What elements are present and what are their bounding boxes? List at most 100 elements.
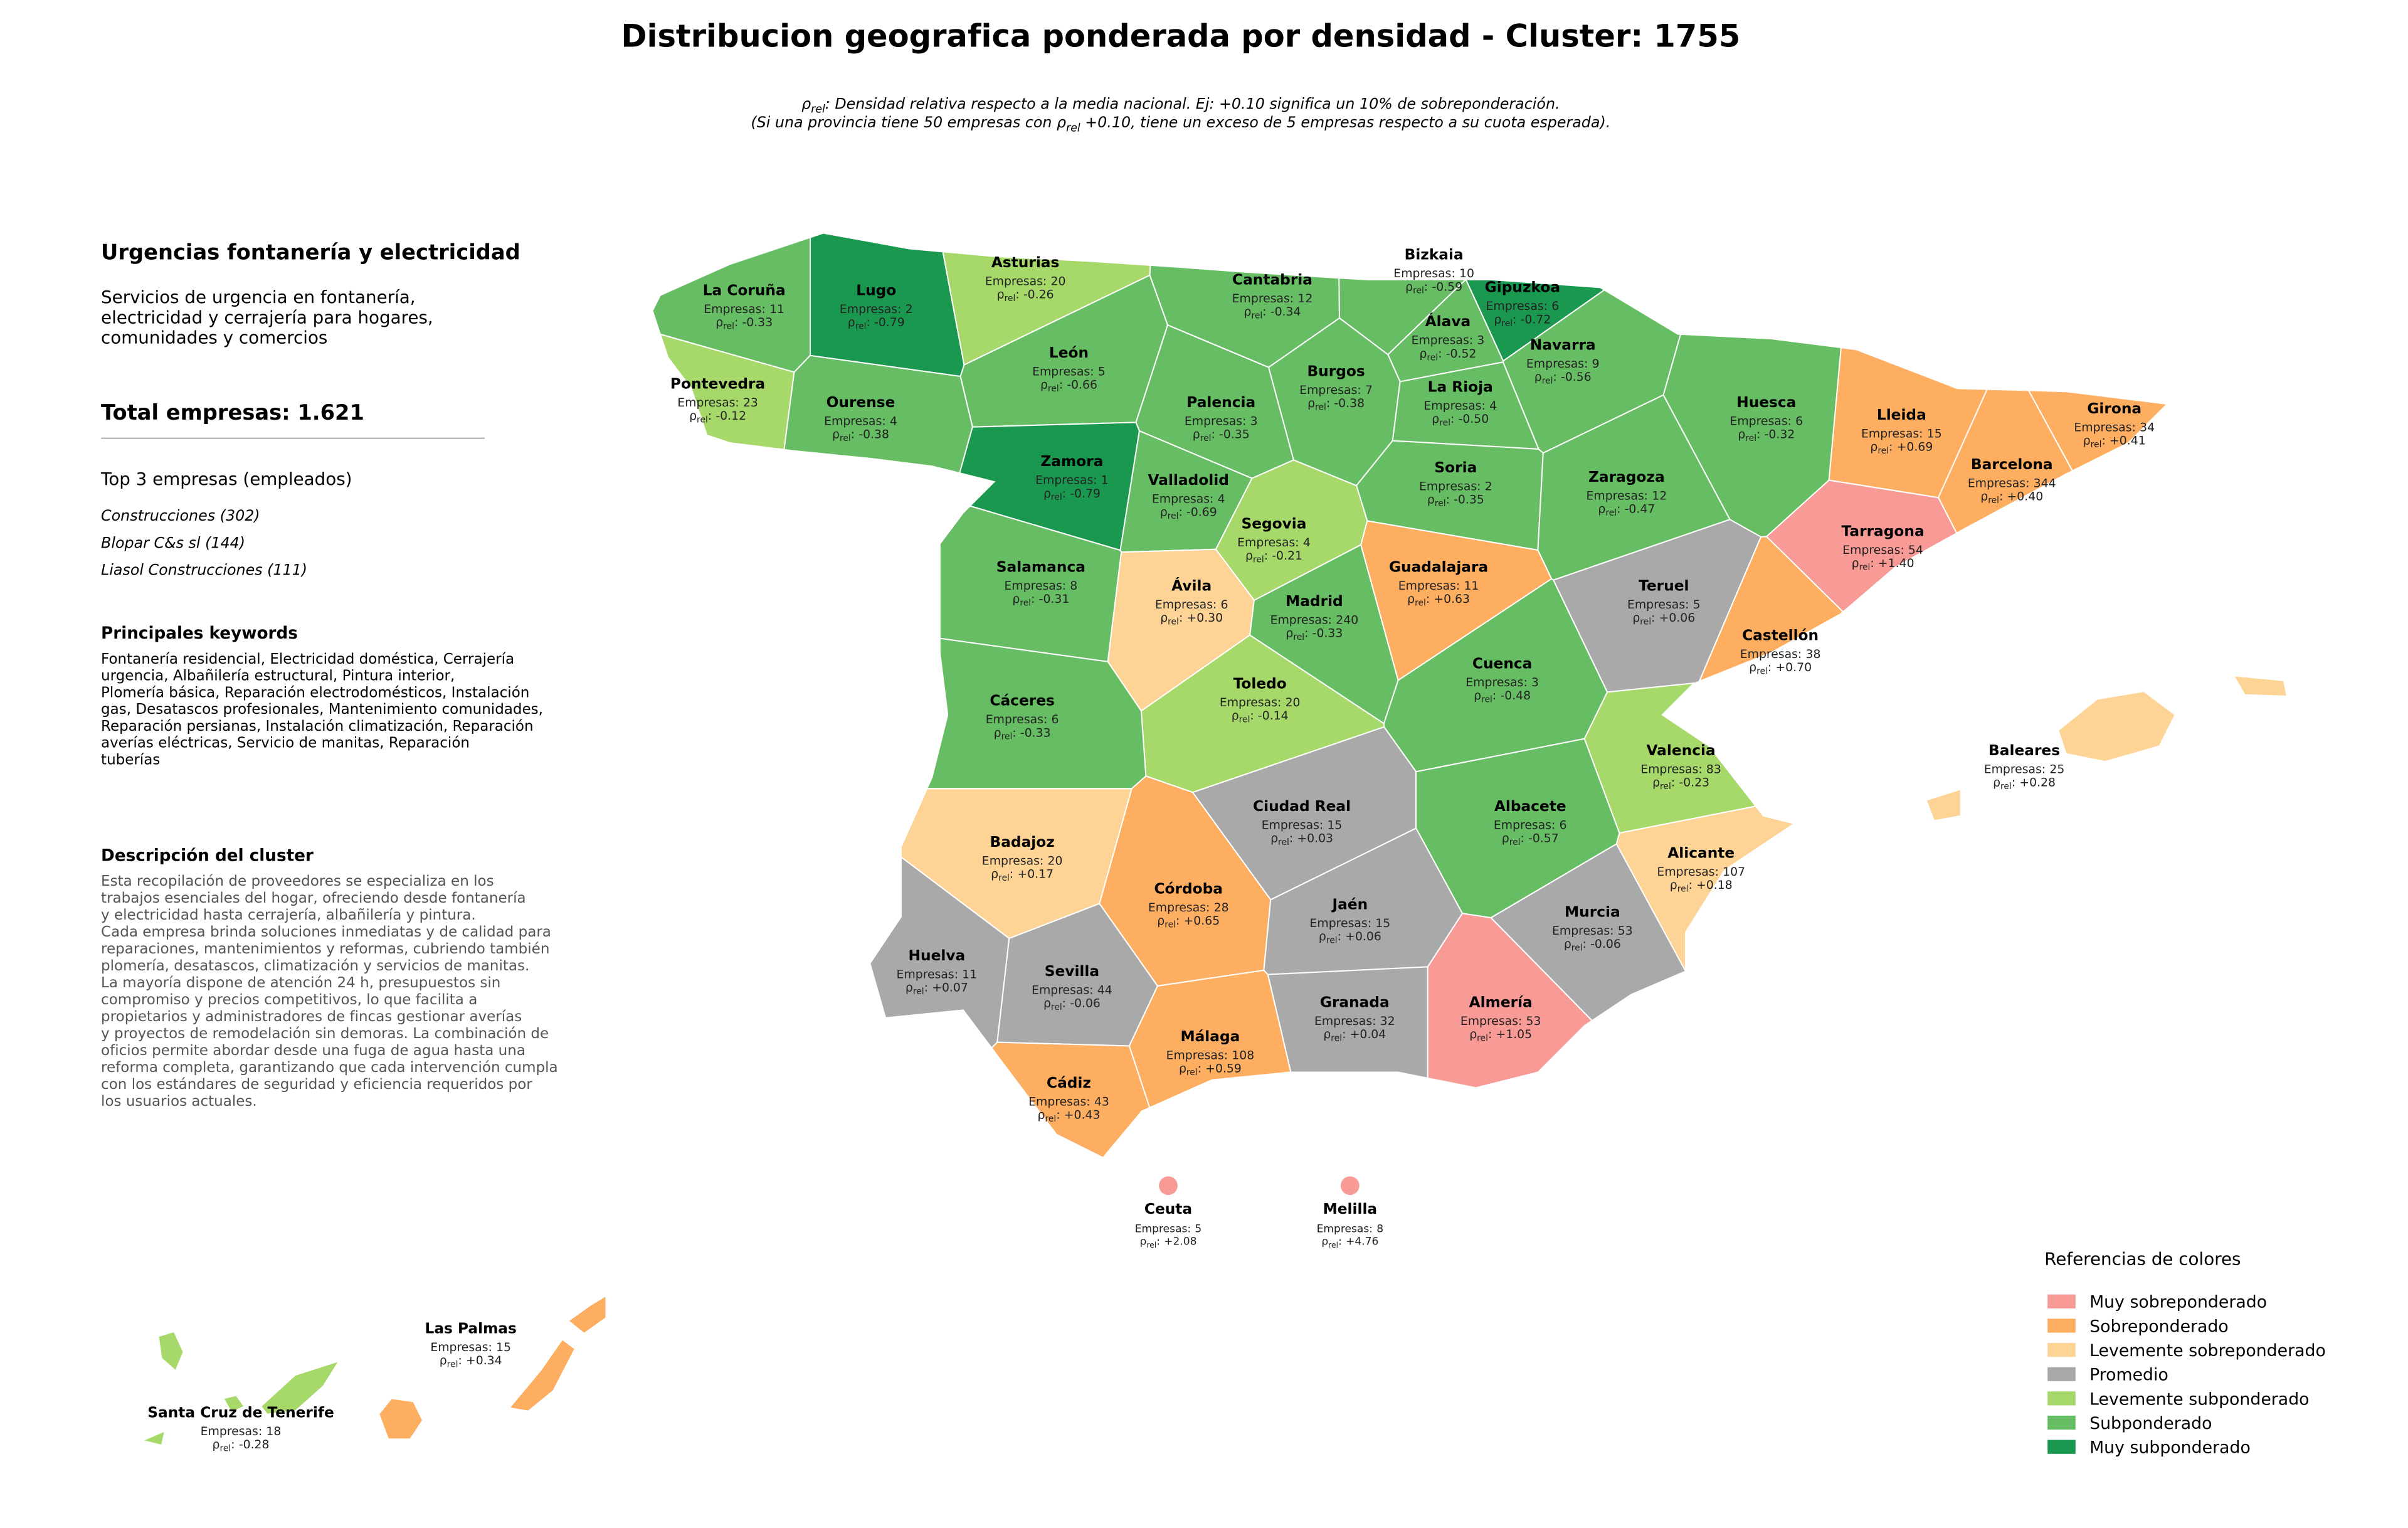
rho-sub: rel [1328,1241,1338,1249]
legend: Referencias de colores Muy sobreponderad… [2044,1249,2326,1458]
rho-value: -0.28 [239,1438,270,1451]
province-rho: ρrel: -0.33 [994,726,1051,741]
rho-sub: rel [1481,694,1492,704]
province-count: Empresas: 240 [1270,614,1359,627]
province-rho: ρrel: -0.48 [1474,689,1531,704]
rho-symbol: ρ [1160,612,1168,625]
rho-sub: rel [1677,884,1689,894]
cluster-line: La mayoría dispone de atención 24 h, pre… [101,975,500,991]
province-count: Empresas: 54 [1842,544,1923,557]
rho-value: -0.34 [1270,305,1301,319]
province-count: Empresas: 12 [1232,292,1313,305]
province-count: Empresas: 20 [985,275,1066,289]
rho-symbol: ρ [1193,428,1200,442]
rho-colon: : [1671,777,1675,790]
count-value: 2 [1485,480,1492,494]
count-value: 6 [1560,819,1567,832]
count-label: Empresas: [1005,580,1067,593]
rho-value: -0.50 [1459,413,1489,426]
province-rho: ρrel: +1.05 [1469,1028,1532,1043]
count-label: Empresas: [1155,598,1217,612]
rho-sub: rel [1756,667,1768,677]
province-rho: ρrel: +0.28 [1993,777,2056,792]
province-count: Empresas: 53 [1552,925,1633,938]
count-label: Empresas: [1314,1015,1376,1028]
count-value: 15 [1375,917,1390,930]
count-label: Empresas: [430,1341,492,1354]
count-label: Empresas: [1552,925,1614,938]
count-label: Empresas: [1423,400,1486,413]
rho-symbol: ρ [1286,627,1293,640]
count-label: Empresas: [1968,477,2030,491]
province-name: Murcia [1565,904,1620,921]
province-count: Empresas: 43 [1028,1096,1109,1109]
legend-label: Muy sobreponderado [2089,1293,2267,1312]
province-rho: ρrel: +0.06 [1632,612,1695,627]
rho-symbol: ρ [1993,777,2000,790]
province-name: Alicante [1667,845,1735,862]
rho-sub: rel [697,415,708,425]
count-label: Empresas: [1299,384,1361,397]
count-label: Empresas: [1028,1096,1090,1109]
count-label: Empresas: [1526,358,1588,371]
count-value: 1 [1101,474,1109,487]
rho-value: +0.59 [1205,1062,1242,1075]
count-label: Empresas: [1152,492,1214,506]
count-label: Empresas: [1984,763,2046,776]
count-value: 43 [1094,1096,1109,1109]
count-value: 9 [1592,358,1600,371]
count-value: 83 [1706,763,1721,776]
province-name: Cuenca [1472,655,1532,672]
count-label: Empresas: [1032,984,1094,997]
province-rho: ρrel: +0.41 [2083,435,2146,450]
province-name: León [1049,344,1089,361]
rho-symbol: ρ [1407,593,1415,606]
province-rho: ρrel: -0.38 [832,428,889,443]
province-count: Empresas: 11 [1398,580,1479,593]
province-shape [659,333,795,450]
rho-sub: rel [1413,286,1424,296]
rho-symbol: ρ [1870,440,1877,454]
province-count: Empresas: 23 [677,396,758,410]
count-label: Empresas: [1657,866,1719,879]
province-count: Empresas: 7 [1299,384,1373,397]
province-rho: ρrel: +0.07 [906,982,968,997]
province-rho: ρrel: +0.30 [1160,612,1223,627]
province-count: Empresas: 1 [1035,474,1109,487]
rho-sub: rel [1435,499,1446,509]
rho-value: -0.47 [1625,503,1656,516]
province-rho: ρrel: -0.47 [1598,503,1655,518]
rho-sub: rel [1253,554,1264,565]
legend-label: Sobreponderado [2089,1317,2229,1336]
count-label: Empresas: [2074,421,2136,434]
rho-sub: rel [1427,353,1438,363]
count-label: Empresas: [1740,648,1802,661]
count-value: 20 [1286,696,1301,709]
rho-sub: rel [1168,617,1179,627]
count-label: Empresas: [1185,415,1247,428]
rho-value: +0.41 [2110,435,2146,448]
count-value: 3 [1477,334,1484,348]
legend-swatch [2047,1318,2076,1333]
rho-value: +0.06 [1659,612,1696,625]
province-name: Jaén [1331,896,1368,913]
province-rho: ρrel: +0.18 [1670,879,1733,894]
top-title: Top 3 empresas (empleados) [100,469,352,489]
rho-colon: : [1889,440,1893,454]
panel-description: Servicios de urgencia en fontanería, [101,287,416,307]
province-name: Badajoz [990,834,1054,851]
rho-colon: : [1768,661,1772,674]
province-count: Empresas: 8 [1317,1223,1384,1236]
count-value: 28 [1214,901,1229,915]
rho-colon: : [1015,289,1019,302]
province-name: Gipuzkoa [1485,279,1560,296]
count-value: 240 [1336,614,1358,627]
rho-symbol: ρ [1980,491,1988,504]
keywords-line: gas, Desatascos profesionales, Mantenimi… [101,701,543,718]
province-rho: ρrel: +0.17 [991,868,1054,883]
count-value: 344 [2034,477,2056,491]
rho-symbol: ρ [1040,378,1048,391]
count-value: 11 [962,968,977,982]
rho-sub: rel [1859,563,1871,573]
rho-symbol: ρ [1319,930,1326,943]
